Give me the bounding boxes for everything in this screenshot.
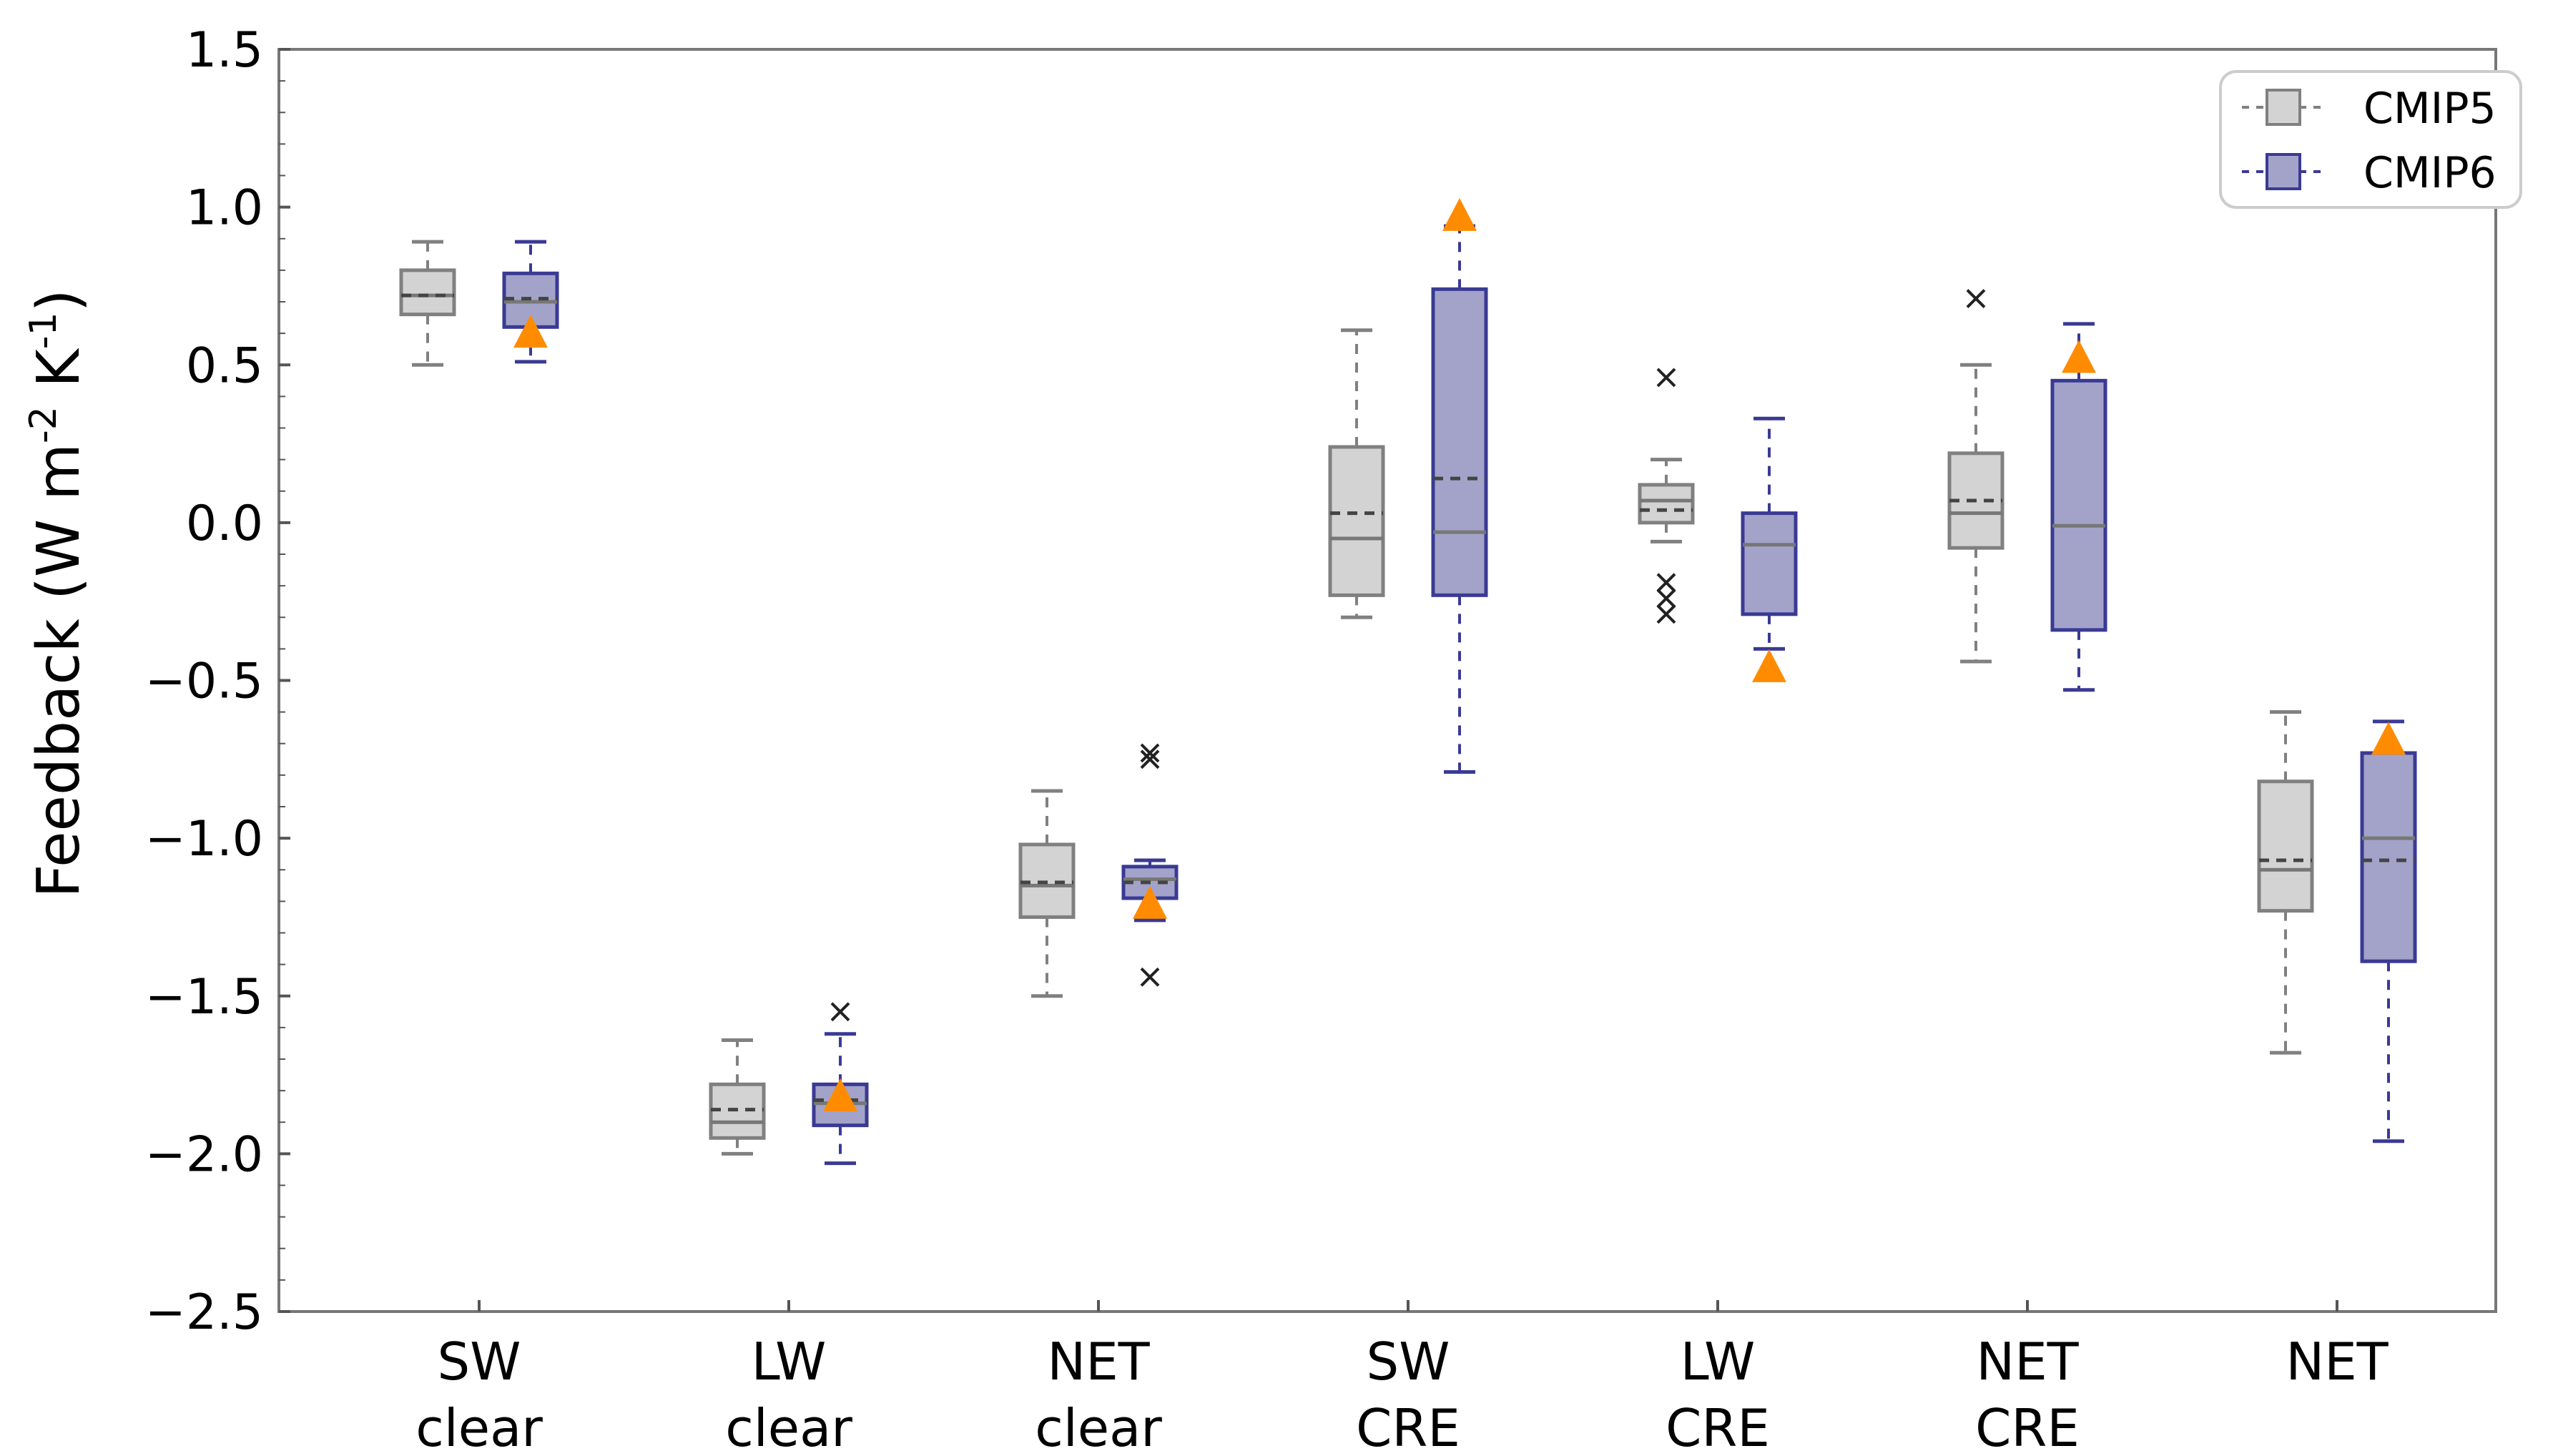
outlier-marker [1966, 289, 1986, 309]
legend: CMIP5 CMIP6 [2219, 70, 2522, 209]
outlier-marker [830, 1002, 850, 1022]
cmip5-box-group [1018, 789, 1076, 998]
cmip5-box-group [1638, 368, 1695, 624]
x-tick-label-line2: clear [415, 1398, 543, 1456]
legend-swatch-cmip6 [2266, 153, 2301, 190]
cmip5-box-group [2257, 710, 2314, 1055]
x-axis: SW clear LW clear NET clear SW CRE LW CRE NET CRE NE… [415, 1300, 2389, 1456]
cmip5-box-group [1947, 289, 2004, 664]
x-tick-label-line1: NET [1047, 1332, 1150, 1392]
y-tick-label: 1.0 [186, 180, 263, 237]
box [399, 268, 456, 317]
triangle-marker [823, 1078, 857, 1111]
y-tick-label: −2.0 [145, 1126, 263, 1183]
x-tick-label-line1: SW [1367, 1332, 1450, 1392]
box [1431, 287, 1488, 597]
outlier-marker [1140, 749, 1160, 769]
box [1328, 445, 1385, 597]
box [2050, 378, 2107, 632]
x-tick-label-line1: LW [752, 1332, 827, 1392]
outlier-marker [1140, 743, 1160, 763]
cmip6-box-group [2360, 719, 2417, 1143]
y-axis-label: Feedback (W m-2 K-1) [22, 289, 93, 897]
cmip6-box-group [812, 1002, 869, 1166]
triangle-marker [1133, 885, 1167, 919]
y-tick-label: −2.5 [145, 1284, 263, 1341]
box [1638, 483, 1695, 525]
triangle-marker [1442, 197, 1477, 231]
outlier-marker [1656, 573, 1676, 593]
cmip6-box-group [1121, 743, 1179, 987]
cmip6-box-group [1431, 197, 1488, 774]
x-tick-label-line1: LW [1681, 1332, 1756, 1392]
outlier-marker [1656, 589, 1676, 609]
outlier-marker [1656, 368, 1676, 388]
cmip5-box-group [1328, 328, 1385, 619]
y-axis: 1.5 1.0 0.5 0.0 −0.5 −1.0 −1.5 −2.0 −2.5 [145, 22, 290, 1341]
outlier-marker [1656, 604, 1676, 624]
box [2360, 751, 2417, 963]
cmip5-box-group [709, 1038, 766, 1156]
x-tick-label-line2: clear [725, 1398, 852, 1456]
triangle-marker [1752, 649, 1786, 682]
y-tick-label: −1.0 [145, 811, 263, 867]
y-tick-label: −1.5 [145, 969, 263, 1025]
x-tick-label-line2: CRE [1666, 1398, 1770, 1456]
y-tick-label: −0.5 [145, 654, 263, 710]
x-tick-label-line2: CRE [1356, 1398, 1460, 1456]
legend-swatch-cmip5 [2266, 89, 2301, 126]
x-tick-label-line1: NET [1976, 1332, 2079, 1392]
y-tick-label: 0.5 [186, 338, 263, 394]
box [1741, 511, 1798, 616]
outlier-marker [1140, 967, 1160, 987]
x-tick-label-line2: clear [1035, 1398, 1162, 1456]
x-tick-label-line1: SW [438, 1332, 521, 1392]
cmip6-box-group [1741, 416, 1798, 682]
y-tick-label: 0.0 [186, 496, 263, 552]
y-tick-label: 1.5 [186, 22, 263, 79]
cmip6-box-group [502, 240, 559, 364]
plot-marks [399, 197, 2417, 1166]
plot-frame [277, 48, 2497, 1313]
legend-label: CMIP5 [2363, 84, 2496, 134]
box [2257, 779, 2314, 913]
cmip5-box-group [399, 240, 456, 367]
triangle-marker [2371, 722, 2406, 755]
triangle-marker [2062, 340, 2096, 373]
x-tick-label-line1: NET [2286, 1332, 2389, 1392]
legend-label: CMIP6 [2363, 148, 2496, 198]
cmip6-box-group [2050, 322, 2107, 692]
triangle-marker [513, 315, 548, 348]
x-tick-label-line2: CRE [1975, 1398, 2080, 1456]
